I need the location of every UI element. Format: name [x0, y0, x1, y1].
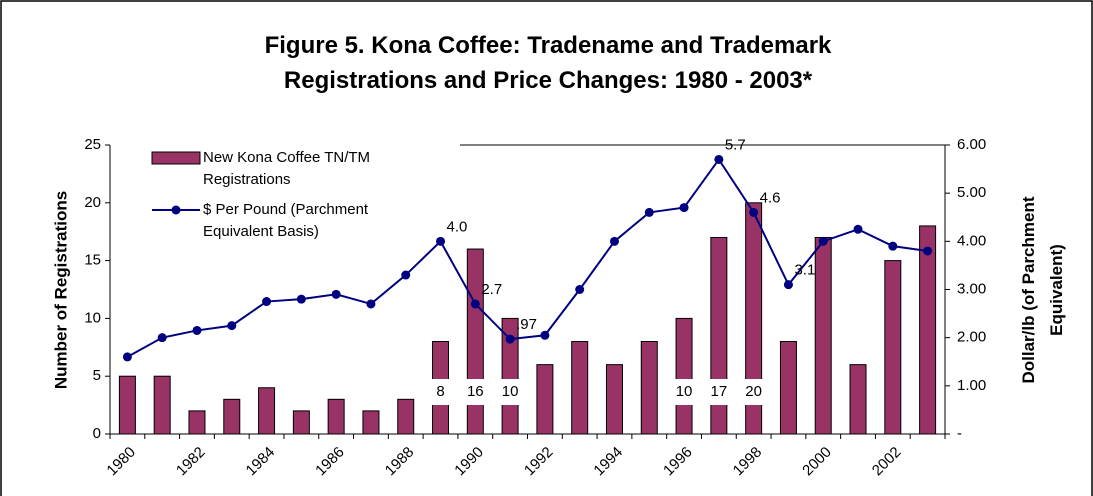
y-tick-label: 20 — [84, 194, 101, 211]
line-value-label: 2.7 — [481, 281, 502, 298]
y2-axis-title: Dollar/lb (of Parchment Equivalent) — [1019, 196, 1066, 383]
bar — [258, 387, 276, 435]
bar-label-box — [671, 379, 698, 405]
x-tick-label: 1990 — [451, 444, 487, 480]
legend-label: $ Per Pound (Parchment Equivalent Basis) — [203, 201, 369, 240]
legend-label: New Kona Coffee TN/TM Registrations — [203, 149, 370, 188]
x-tick-label: 2000 — [799, 444, 835, 480]
line-marker — [401, 270, 411, 280]
line-value-label: 3.1 — [794, 262, 815, 279]
bar — [571, 341, 589, 435]
y-tick-label: 15 — [84, 252, 101, 269]
x-tick-label: 1982 — [173, 444, 209, 480]
y-tick-label: 0 — [93, 425, 101, 442]
x-tick-label: 1996 — [660, 444, 696, 480]
x-tick-label: 1992 — [521, 444, 557, 480]
legend-swatch — [151, 151, 201, 165]
bar — [605, 364, 623, 435]
line-marker — [644, 207, 654, 217]
line-marker — [192, 325, 202, 335]
line-marker — [888, 241, 898, 251]
bar — [292, 410, 310, 435]
bar — [745, 202, 763, 435]
bar-value-label: 17 — [711, 383, 728, 400]
bar — [675, 317, 693, 435]
line-marker — [157, 333, 167, 343]
line-marker — [818, 236, 828, 246]
line-marker — [923, 246, 933, 256]
bar-label-box — [705, 379, 732, 405]
bar — [118, 375, 136, 435]
y2-tick-label: 2.00 — [957, 329, 986, 346]
bar — [362, 410, 380, 435]
line-marker — [296, 294, 306, 304]
line-marker — [470, 299, 480, 309]
bar-label-box — [740, 379, 767, 405]
bar — [919, 225, 937, 435]
line-marker — [227, 321, 237, 331]
bar — [536, 364, 554, 435]
line-marker — [540, 330, 550, 340]
line-marker — [679, 203, 689, 213]
bar — [501, 317, 519, 435]
bar-label-box — [462, 379, 489, 405]
y2-tick-label: 3.00 — [957, 280, 986, 297]
line-marker — [262, 297, 272, 307]
x-tick-label: 1984 — [243, 444, 279, 480]
bar — [327, 398, 345, 435]
bar — [779, 341, 797, 435]
bar-value-label: 10 — [676, 383, 693, 400]
x-tick-label: 1994 — [590, 444, 626, 480]
line-marker — [505, 334, 515, 344]
chart-title: Figure 5. Kona Coffee: Tradename and Tra… — [265, 32, 832, 94]
line — [126, 157, 928, 358]
bar — [814, 236, 832, 435]
bar — [188, 410, 206, 435]
y2-tick-label: 6.00 — [957, 136, 986, 153]
bar — [397, 398, 415, 435]
line-marker — [714, 154, 724, 164]
line-marker — [609, 236, 619, 246]
y-tick-label: 10 — [84, 309, 101, 326]
line-marker — [749, 207, 759, 217]
line-value-label: 5.7 — [725, 136, 746, 153]
bar — [884, 260, 902, 435]
bar-value-label: 8 — [436, 383, 444, 400]
line-value-label: .97 — [516, 316, 537, 333]
line-value-label: 4.6 — [760, 189, 781, 206]
line-value-label: 4.0 — [447, 218, 468, 235]
line-marker — [331, 289, 341, 299]
line-marker — [436, 236, 446, 246]
y-axis-title: Number of Registrations — [51, 191, 70, 389]
y-tick-label: 25 — [84, 136, 101, 153]
bar-value-label: 16 — [467, 383, 484, 400]
bar — [849, 364, 867, 435]
line-marker — [366, 299, 376, 309]
legend-marker — [171, 205, 181, 215]
line-marker — [853, 224, 863, 234]
bar-label-box — [427, 379, 454, 405]
y2-tick-label: 5.00 — [957, 184, 986, 201]
x-tick-label: 2002 — [869, 444, 905, 480]
bar-value-label: 20 — [745, 383, 762, 400]
x-tick-label: 1998 — [730, 444, 766, 480]
bar — [153, 375, 171, 435]
y2-tick-label: 1.00 — [957, 377, 986, 394]
bar — [640, 341, 658, 435]
bar — [466, 248, 484, 435]
line-marker — [783, 280, 793, 290]
bar-label-box — [497, 379, 524, 405]
x-tick-label: 1980 — [103, 444, 139, 480]
line-marker — [122, 352, 132, 362]
x-tick-label: 1986 — [312, 444, 348, 480]
bar — [223, 398, 241, 435]
bar-value-label: 10 — [502, 383, 519, 400]
y-tick-label: 5 — [93, 367, 101, 384]
y2-tick-label: 4.00 — [957, 232, 986, 249]
line-marker — [575, 285, 585, 294]
x-tick-label: 1988 — [382, 444, 418, 480]
y2-tick-label: - — [957, 425, 962, 442]
